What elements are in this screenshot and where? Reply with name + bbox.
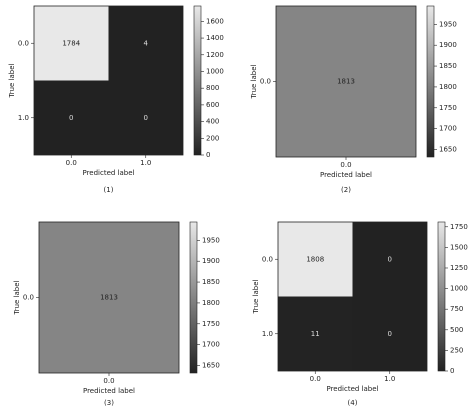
y-axis-label: True label: [252, 279, 260, 314]
y-axis-label: True label: [8, 63, 16, 98]
cell-value: 0: [388, 330, 392, 338]
x-tick-label: 1.0: [384, 375, 395, 383]
x-axis-label: Predicted label: [83, 387, 135, 395]
cell-value: 4: [144, 39, 149, 47]
cell-value: 11: [311, 330, 320, 338]
heatmap-cell: [352, 222, 427, 297]
caption: (2): [341, 186, 351, 194]
colorbar-tick-label: 1800: [439, 83, 457, 91]
colorbar-tick-label: 1900: [439, 41, 457, 49]
colorbar: [193, 5, 202, 156]
colorbar-tick-label: 800: [206, 84, 219, 92]
y-tick-label: 1.0: [262, 330, 273, 338]
colorbar-tick-label: 1800: [202, 299, 220, 307]
colorbar: [189, 221, 198, 374]
y-tick-label: 0.0: [260, 78, 271, 86]
colorbar-tick-label: 0: [206, 151, 210, 159]
colorbar-tick-label: 1950: [439, 20, 457, 28]
colorbar-tick-label: 1850: [202, 278, 220, 286]
x-tick-label: 0.0: [103, 377, 114, 385]
caption: (3): [104, 399, 114, 407]
cell-value: 1813: [100, 294, 118, 302]
x-tick-label: 0.0: [340, 161, 351, 169]
y-tick-label: 0.0: [18, 39, 29, 47]
colorbar-tick-label: 1400: [206, 34, 224, 42]
colorbar-tick-label: 1950: [202, 236, 220, 244]
cell-value: 0: [69, 114, 73, 122]
heatmap-cell: [108, 80, 183, 155]
colorbar-tick-label: 600: [206, 101, 219, 109]
colorbar-tick-label: 1700: [202, 341, 220, 349]
heatmap-cell: [34, 6, 109, 81]
colorbar-tick-label: 1750: [202, 320, 220, 328]
colorbar-tick-label: 1650: [439, 145, 457, 153]
colorbar: [426, 5, 435, 158]
colorbar-tick-label: 0: [450, 367, 454, 375]
heatmap-frame: [277, 221, 428, 372]
heatmap-cell: [108, 6, 183, 81]
colorbar-tick-label: 250: [450, 346, 463, 354]
heatmap-cell: [278, 222, 353, 297]
colorbar-tick-label: 1750: [450, 223, 468, 231]
x-tick-label: 0.0: [310, 375, 321, 383]
colorbar-tick-label: 750: [450, 305, 463, 313]
colorbar-tick-label: 1750: [439, 104, 457, 112]
heatmap-cell: [278, 296, 353, 371]
colorbar-tick-label: 1850: [439, 62, 457, 70]
cell-value: 0: [144, 114, 148, 122]
caption: (4): [348, 399, 358, 407]
heatmap-cell: [276, 6, 416, 157]
colorbar-tick-label: 1200: [206, 51, 224, 59]
colorbar-tick-label: 1900: [202, 257, 220, 265]
heatmap-cell: [352, 296, 427, 371]
cell-value: 0: [388, 255, 392, 263]
heatmap-frame: [33, 5, 184, 156]
cell-value: 1808: [306, 255, 324, 263]
colorbar-tick-label: 1600: [206, 17, 224, 25]
colorbar-tick-label: 400: [206, 118, 219, 126]
y-axis-label: True label: [13, 280, 21, 315]
caption: (1): [104, 186, 114, 194]
colorbar-tick-label: 200: [206, 134, 219, 142]
cell-value: 1784: [62, 39, 80, 47]
colorbar-tick-label: 1000: [206, 67, 224, 75]
heatmap-cell: [34, 80, 109, 155]
colorbar-tick-label: 1650: [202, 361, 220, 369]
colorbar-tick-label: 500: [450, 326, 463, 334]
colorbar-tick-label: 1500: [450, 243, 468, 251]
colorbar-tick-label: 1700: [439, 125, 457, 133]
x-axis-label: Predicted label: [82, 169, 134, 177]
y-tick-label: 0.0: [23, 294, 34, 302]
colorbar-tick-label: 1000: [450, 285, 468, 293]
x-axis-label: Predicted label: [320, 171, 372, 179]
y-axis-label: True label: [250, 64, 258, 99]
x-tick-label: 0.0: [66, 159, 77, 167]
colorbar-tick-label: 1250: [450, 264, 468, 272]
y-tick-label: 1.0: [18, 114, 29, 122]
x-axis-label: Predicted label: [326, 385, 378, 393]
x-tick-label: 1.0: [140, 159, 151, 167]
y-tick-label: 0.0: [262, 255, 273, 263]
cell-value: 1813: [337, 78, 355, 86]
colorbar: [437, 221, 446, 372]
heatmap-cell: [39, 222, 179, 373]
